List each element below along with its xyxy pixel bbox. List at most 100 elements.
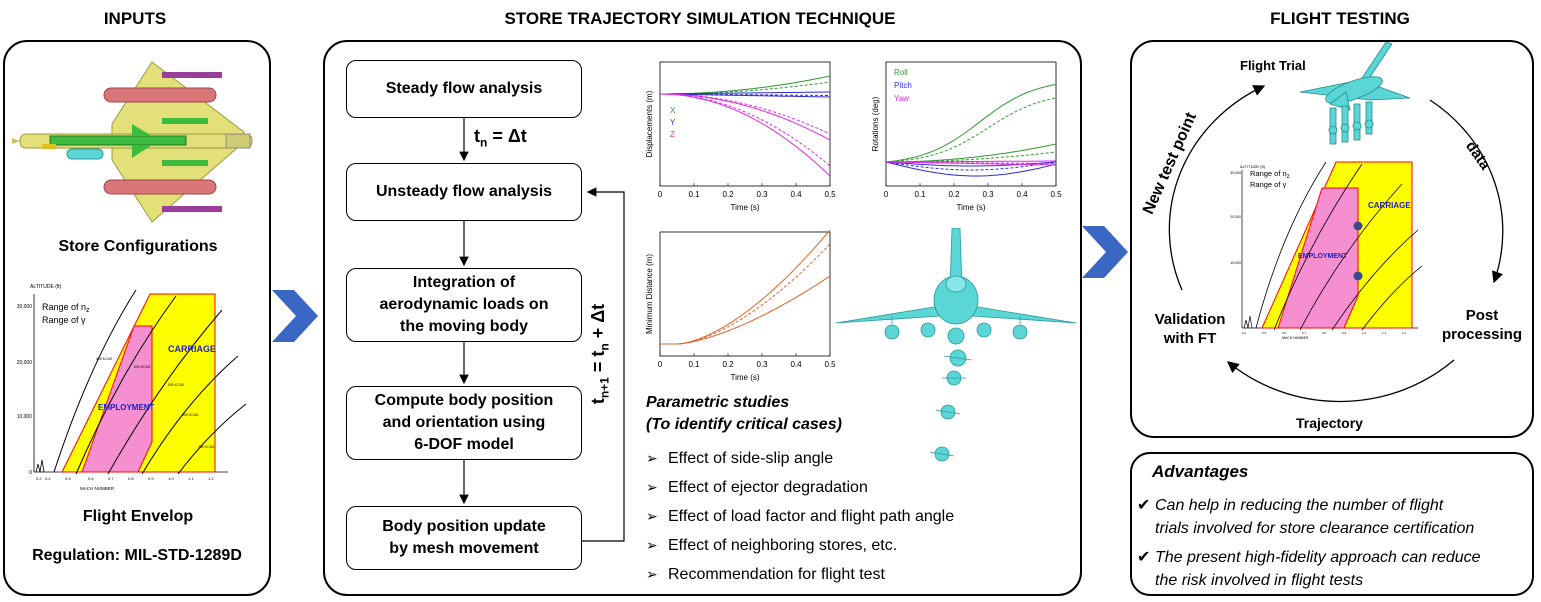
chart-ylabel: Rotations (deg) (871, 96, 880, 151)
envelope-x-tick: 0.2 (36, 476, 42, 481)
store-trajectory-image (836, 228, 1076, 462)
envelope-y-tick: 0 (29, 470, 32, 476)
list-item: ➢ Effect of neighboring stores, etc. (646, 536, 898, 554)
series-line (885, 161, 1057, 171)
series-line (660, 91, 830, 95)
integration-box: Integration of aerodynamic loads on the mo… (346, 268, 582, 342)
green-store (49, 135, 187, 146)
cyan-store (66, 148, 104, 160)
kcas-label: 400 KCAS (96, 357, 113, 361)
envelope-x-tick: 0.9 (148, 476, 154, 481)
kcas-line (53, 289, 137, 473)
series-line (660, 93, 831, 167)
x-tick-label: 0.2 (722, 360, 734, 369)
series-line (885, 161, 1057, 166)
missile-top (162, 72, 222, 78)
list-item: ➢ Recommendation for flight test (646, 565, 885, 583)
fighter-aircraft-image (1299, 41, 1411, 145)
legend-x: X (670, 106, 676, 115)
series-line (885, 161, 1057, 177)
regulation-label: Regulation: MIL-STD-1289D (32, 547, 242, 564)
envelope-y-title: ALTITUDE (ft) (1240, 164, 1266, 169)
chevron-arrow-icon (1082, 226, 1128, 278)
series-line (660, 93, 831, 135)
envelope-x-tick: 0.7 (108, 476, 114, 481)
series-line (886, 160, 1056, 163)
series-line (659, 93, 831, 98)
kcas-label: 600 KCAS (182, 413, 199, 417)
series-line (659, 93, 831, 177)
svg-text:0.5: 0.5 (1262, 331, 1267, 335)
inputs-header: INPUTS (103, 9, 167, 28)
svg-text:0.6: 0.6 (1282, 331, 1287, 335)
svg-text:0.7: 0.7 (1302, 331, 1307, 335)
series-line (885, 84, 1057, 163)
missile-bottom (162, 206, 222, 212)
technique-header: STORE TRAJECTORY SIMULATION TECHNIQUE (504, 9, 896, 28)
list-item: ➢ Effect of load factor and flight path a… (646, 507, 955, 525)
advantages-title: Advantages (1152, 462, 1249, 481)
envelope-y-tick: 30,000 (1230, 171, 1241, 175)
employment-label: EMPLOYMENT (98, 403, 155, 412)
kcas-label: 600 KCAS (134, 365, 151, 369)
advantage-item: ✔ The present high-fidelity approach can… (1137, 546, 1481, 592)
series-line (660, 81, 831, 95)
flight-envelope-chart: ALTITUDE (ft) 30,000 20,000 10,000 0 400… (17, 284, 247, 491)
series-line (885, 97, 1057, 163)
rotations-chart: Rotations (deg) 0 0.1 0.2 0.3 0.4 0.5 Time (s… (871, 61, 1062, 212)
flight-test-cycle (1168, 85, 1504, 403)
arrow-bullet-icon: ➢ (646, 508, 658, 524)
chart-xlabel: Time (s) (730, 203, 759, 212)
svg-text:0.9: 0.9 (1342, 331, 1347, 335)
legend-yaw: Yaw (894, 94, 909, 103)
legend-roll: Roll (894, 68, 908, 77)
chevron-arrow-icon (272, 290, 318, 342)
post-processing-label: Post processing (1441, 307, 1523, 343)
flight-trial-label: Flight Trial (1240, 58, 1306, 73)
chart-xlabel: Time (s) (730, 373, 759, 382)
fuel-tank-top (103, 87, 217, 103)
flow-arrows (459, 118, 625, 542)
x-tick-label: 0.1 (688, 360, 700, 369)
envelope-x-tick: 1.1 (188, 476, 194, 481)
svg-text:MACH NUMBER: MACH NUMBER (1282, 336, 1309, 340)
svg-text:Range of nz: Range of nz (1250, 169, 1290, 180)
tn-label: tn = Δt (474, 126, 527, 150)
checkmark-icon: ✔ (1137, 549, 1151, 566)
list-item: ➢ Effect of ejector degradation (646, 478, 868, 496)
x-tick-label: 0.5 (824, 360, 836, 369)
trajectory-label: Trajectory (1296, 415, 1363, 431)
kcas-label: 700 KCAS (198, 445, 215, 449)
x-tick-label: 0.1 (688, 190, 700, 199)
svg-text:1.2: 1.2 (1402, 331, 1407, 335)
chart-xlabel: Time (s) (956, 203, 985, 212)
kcas-label: 500 KCAS (168, 383, 185, 387)
x-tick-label: 0.3 (982, 190, 994, 199)
x-tick-label: 0.4 (790, 190, 802, 199)
parametric-title: Parametric studies (To identify critical … (646, 394, 842, 433)
chart-ylabel: Minimum Distance (m) (645, 254, 654, 334)
arrow-bullet-icon: ➢ (646, 537, 658, 553)
flight-testing-header: FLIGHT TESTING (1270, 9, 1410, 28)
svg-text:0.2: 0.2 (1242, 331, 1247, 335)
employment-region (81, 325, 153, 473)
store-configuration-image (12, 61, 253, 223)
checkmark-icon: ✔ (1137, 497, 1151, 514)
arrow-bullet-icon: ➢ (646, 479, 658, 495)
displacements-chart: Displacements (m) 0 0.1 0.2 0.3 0.4 0.5 Time … (645, 61, 836, 212)
envelope-x-tick: 0.8 (128, 476, 134, 481)
series-line (660, 93, 831, 141)
legend-z: Z (670, 130, 675, 139)
kcas-line (75, 295, 177, 475)
x-tick-label: 0 (884, 190, 889, 199)
x-tick-label: 0.4 (790, 360, 802, 369)
parametric-list: ➢ Effect of side-slip angle ➢ Effect of ej… (646, 444, 954, 589)
svg-text:1.0: 1.0 (1362, 331, 1367, 335)
arrow-bullet-icon: ➢ (646, 450, 658, 466)
envelope-y-tick: 10,000 (17, 414, 33, 420)
mesh-update-box: Body position update by mesh movement (346, 506, 582, 570)
x-tick-label: 0.4 (1016, 190, 1028, 199)
x-tick-label: 0.1 (914, 190, 926, 199)
kcas-line (177, 403, 247, 475)
kcas-line (141, 355, 239, 475)
